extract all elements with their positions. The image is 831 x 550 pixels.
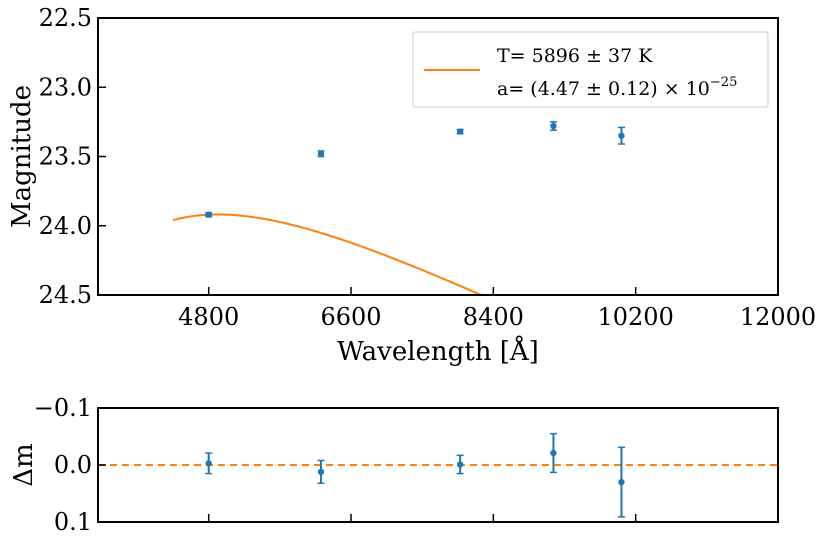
residual-point [317, 468, 325, 476]
residual-y-axis-label: Δm [9, 443, 39, 486]
legend-scale-exponent: −25 [710, 75, 737, 90]
x-tick-label: 12000 [740, 303, 816, 331]
x-tick-label: 10200 [597, 303, 673, 331]
data-point [550, 122, 557, 130]
y-axis-label: Magnitude [7, 85, 37, 228]
y-tick-label: 23.0 [39, 73, 92, 101]
x-axis-label: Wavelength [Å] [337, 335, 539, 367]
residual-point [618, 478, 625, 486]
data-point [205, 211, 212, 218]
x-tick-label: 6600 [320, 303, 381, 331]
data-point [456, 128, 464, 135]
residual-point [205, 460, 212, 467]
legend-scale: a= (4.47 ± 0.12) × 10−25 [497, 75, 737, 100]
residual-panel: −0.1 0.0 0.1 Δm [9, 394, 779, 536]
y-tick-label: 24.0 [39, 212, 92, 240]
fit-curve-layer [172, 213, 484, 295]
residual-points-layer [205, 432, 625, 518]
magnitude-panel: 4800 6600 8400 10200 12000 22.5 23.0 23.5 24.0 24… [7, 4, 817, 367]
ticks-layer: 4800 6600 8400 10200 12000 22.5 23.0 23.5 24.0 24… [39, 4, 817, 331]
legend-box [412, 31, 769, 108]
y-tick-label: 24.5 [39, 281, 92, 309]
legend-scale-mantissa: a= (4.47 ± 0.12) × 10 [497, 78, 710, 100]
x-tick-label: 8400 [463, 303, 524, 331]
residual-y-tick-label: 0.0 [54, 451, 92, 479]
residual-point [456, 461, 464, 468]
y-tick-label: 22.5 [39, 4, 92, 32]
residual-y-tick-label: 0.1 [54, 508, 92, 536]
data-points-layer [205, 121, 625, 218]
legend: T= 5896 ± 37 K a= (4.47 ± 0.12) × 10−25 [412, 31, 769, 108]
residual-y-tick-label: −0.1 [34, 394, 92, 422]
data-point [618, 132, 625, 139]
x-tick-label: 4800 [178, 303, 239, 331]
y-tick-label: 23.5 [39, 143, 92, 171]
fit-curve [172, 213, 484, 295]
residual-ticks-layer: −0.1 0.0 0.1 [34, 394, 637, 536]
data-point [317, 150, 325, 157]
residual-point [550, 449, 557, 457]
legend-temperature: T= 5896 ± 37 K [497, 45, 653, 67]
